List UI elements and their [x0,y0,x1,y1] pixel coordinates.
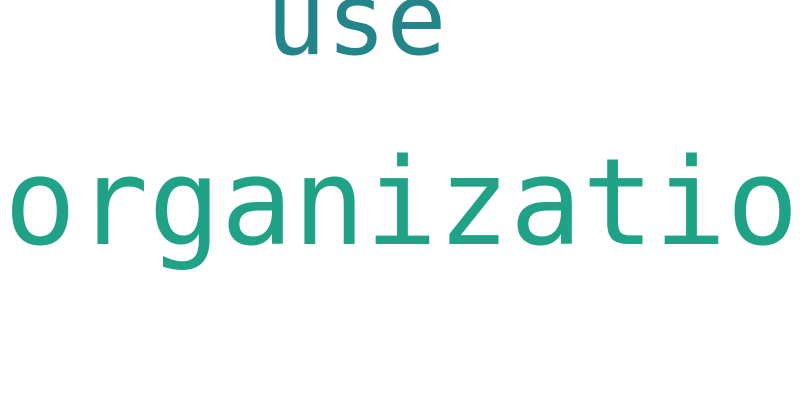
word-use: use [266,0,447,78]
word-organization: organization [4,134,800,273]
